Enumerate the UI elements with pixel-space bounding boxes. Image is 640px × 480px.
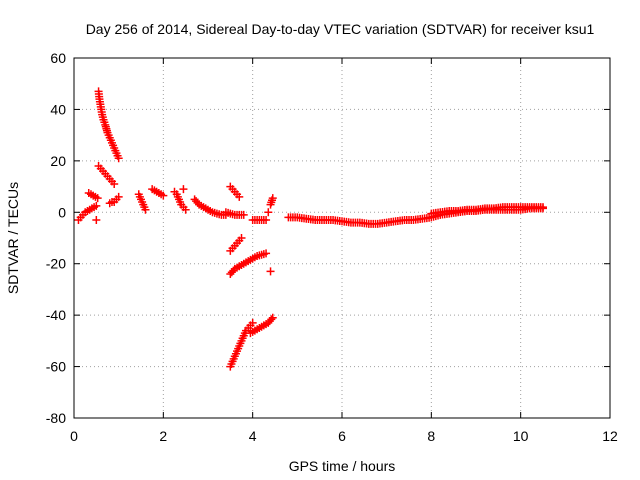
y-axis-label: SDTVAR / TECUs: [5, 182, 21, 294]
y-tick-label: 60: [50, 50, 66, 66]
x-tick-label: 8: [427, 428, 435, 444]
data-point: [239, 210, 248, 219]
series-track-6: [105, 192, 123, 208]
series-track-20: [266, 194, 277, 209]
y-tick-label: -40: [46, 307, 66, 323]
series-track-9: [170, 187, 190, 214]
series-track-1: [74, 201, 101, 224]
x-tick-label: 6: [338, 428, 346, 444]
data-point: [181, 205, 190, 214]
data-point: [92, 216, 101, 224]
y-tick-label: -60: [46, 359, 66, 375]
x-tick-label: 4: [249, 428, 257, 444]
series-track-8: [148, 185, 168, 200]
series-track-10: [179, 185, 188, 194]
series-track-12: [221, 208, 248, 219]
data-point: [248, 318, 257, 327]
data-point: [264, 208, 273, 217]
y-tick-label: 0: [58, 204, 66, 220]
series-track-19: [264, 208, 273, 217]
series-track-7: [134, 190, 150, 214]
x-tick-label: 2: [159, 428, 167, 444]
x-tick-label: 12: [602, 428, 618, 444]
series-track-16: [226, 318, 257, 371]
axis-ticks: 0 2 4 6 8 10 12 -80 -60 -40 -20 0 20 40 60: [46, 50, 618, 444]
series-track-2: [84, 189, 102, 203]
data-point: [266, 267, 275, 276]
series-track-13: [226, 182, 244, 201]
data-point: [110, 180, 119, 188]
chart-title: Day 256 of 2014, Sidereal Day-to-day VTE…: [86, 21, 595, 37]
data-point: [114, 154, 123, 163]
data-point: [93, 194, 102, 203]
series-track-3: [92, 216, 101, 224]
y-tick-label: -20: [46, 256, 66, 272]
data-point: [539, 203, 547, 212]
y-tick-label: 20: [50, 153, 66, 169]
data-point: [114, 192, 123, 201]
series-track-17: [246, 313, 277, 338]
data-point-fill: [267, 315, 276, 324]
x-tick-label: 10: [513, 428, 529, 444]
series-track-4: [94, 87, 123, 163]
data-point: [179, 185, 188, 194]
data-point: [141, 205, 150, 214]
data-point: [268, 313, 277, 322]
series-track-11: [190, 195, 230, 219]
series-track-14: [226, 234, 246, 255]
y-tick-label: -80: [46, 410, 66, 426]
data-point: [235, 192, 244, 201]
data-point: [92, 201, 101, 210]
data-point: [262, 216, 271, 224]
x-axis-label: GPS time / hours: [289, 458, 396, 474]
series-track-15: [226, 249, 271, 278]
data-point: [268, 194, 277, 203]
grid: [74, 58, 610, 418]
x-tick-label: 0: [70, 428, 78, 444]
series-track-23: [427, 203, 547, 218]
data-point: [237, 234, 246, 242]
data-point: [159, 191, 168, 200]
data-points: [74, 87, 547, 371]
data-point: [262, 249, 271, 258]
series-track-21: [266, 267, 275, 276]
series-track-5: [94, 162, 119, 188]
series-track-18: [248, 216, 271, 224]
y-tick-label: 40: [50, 101, 66, 117]
